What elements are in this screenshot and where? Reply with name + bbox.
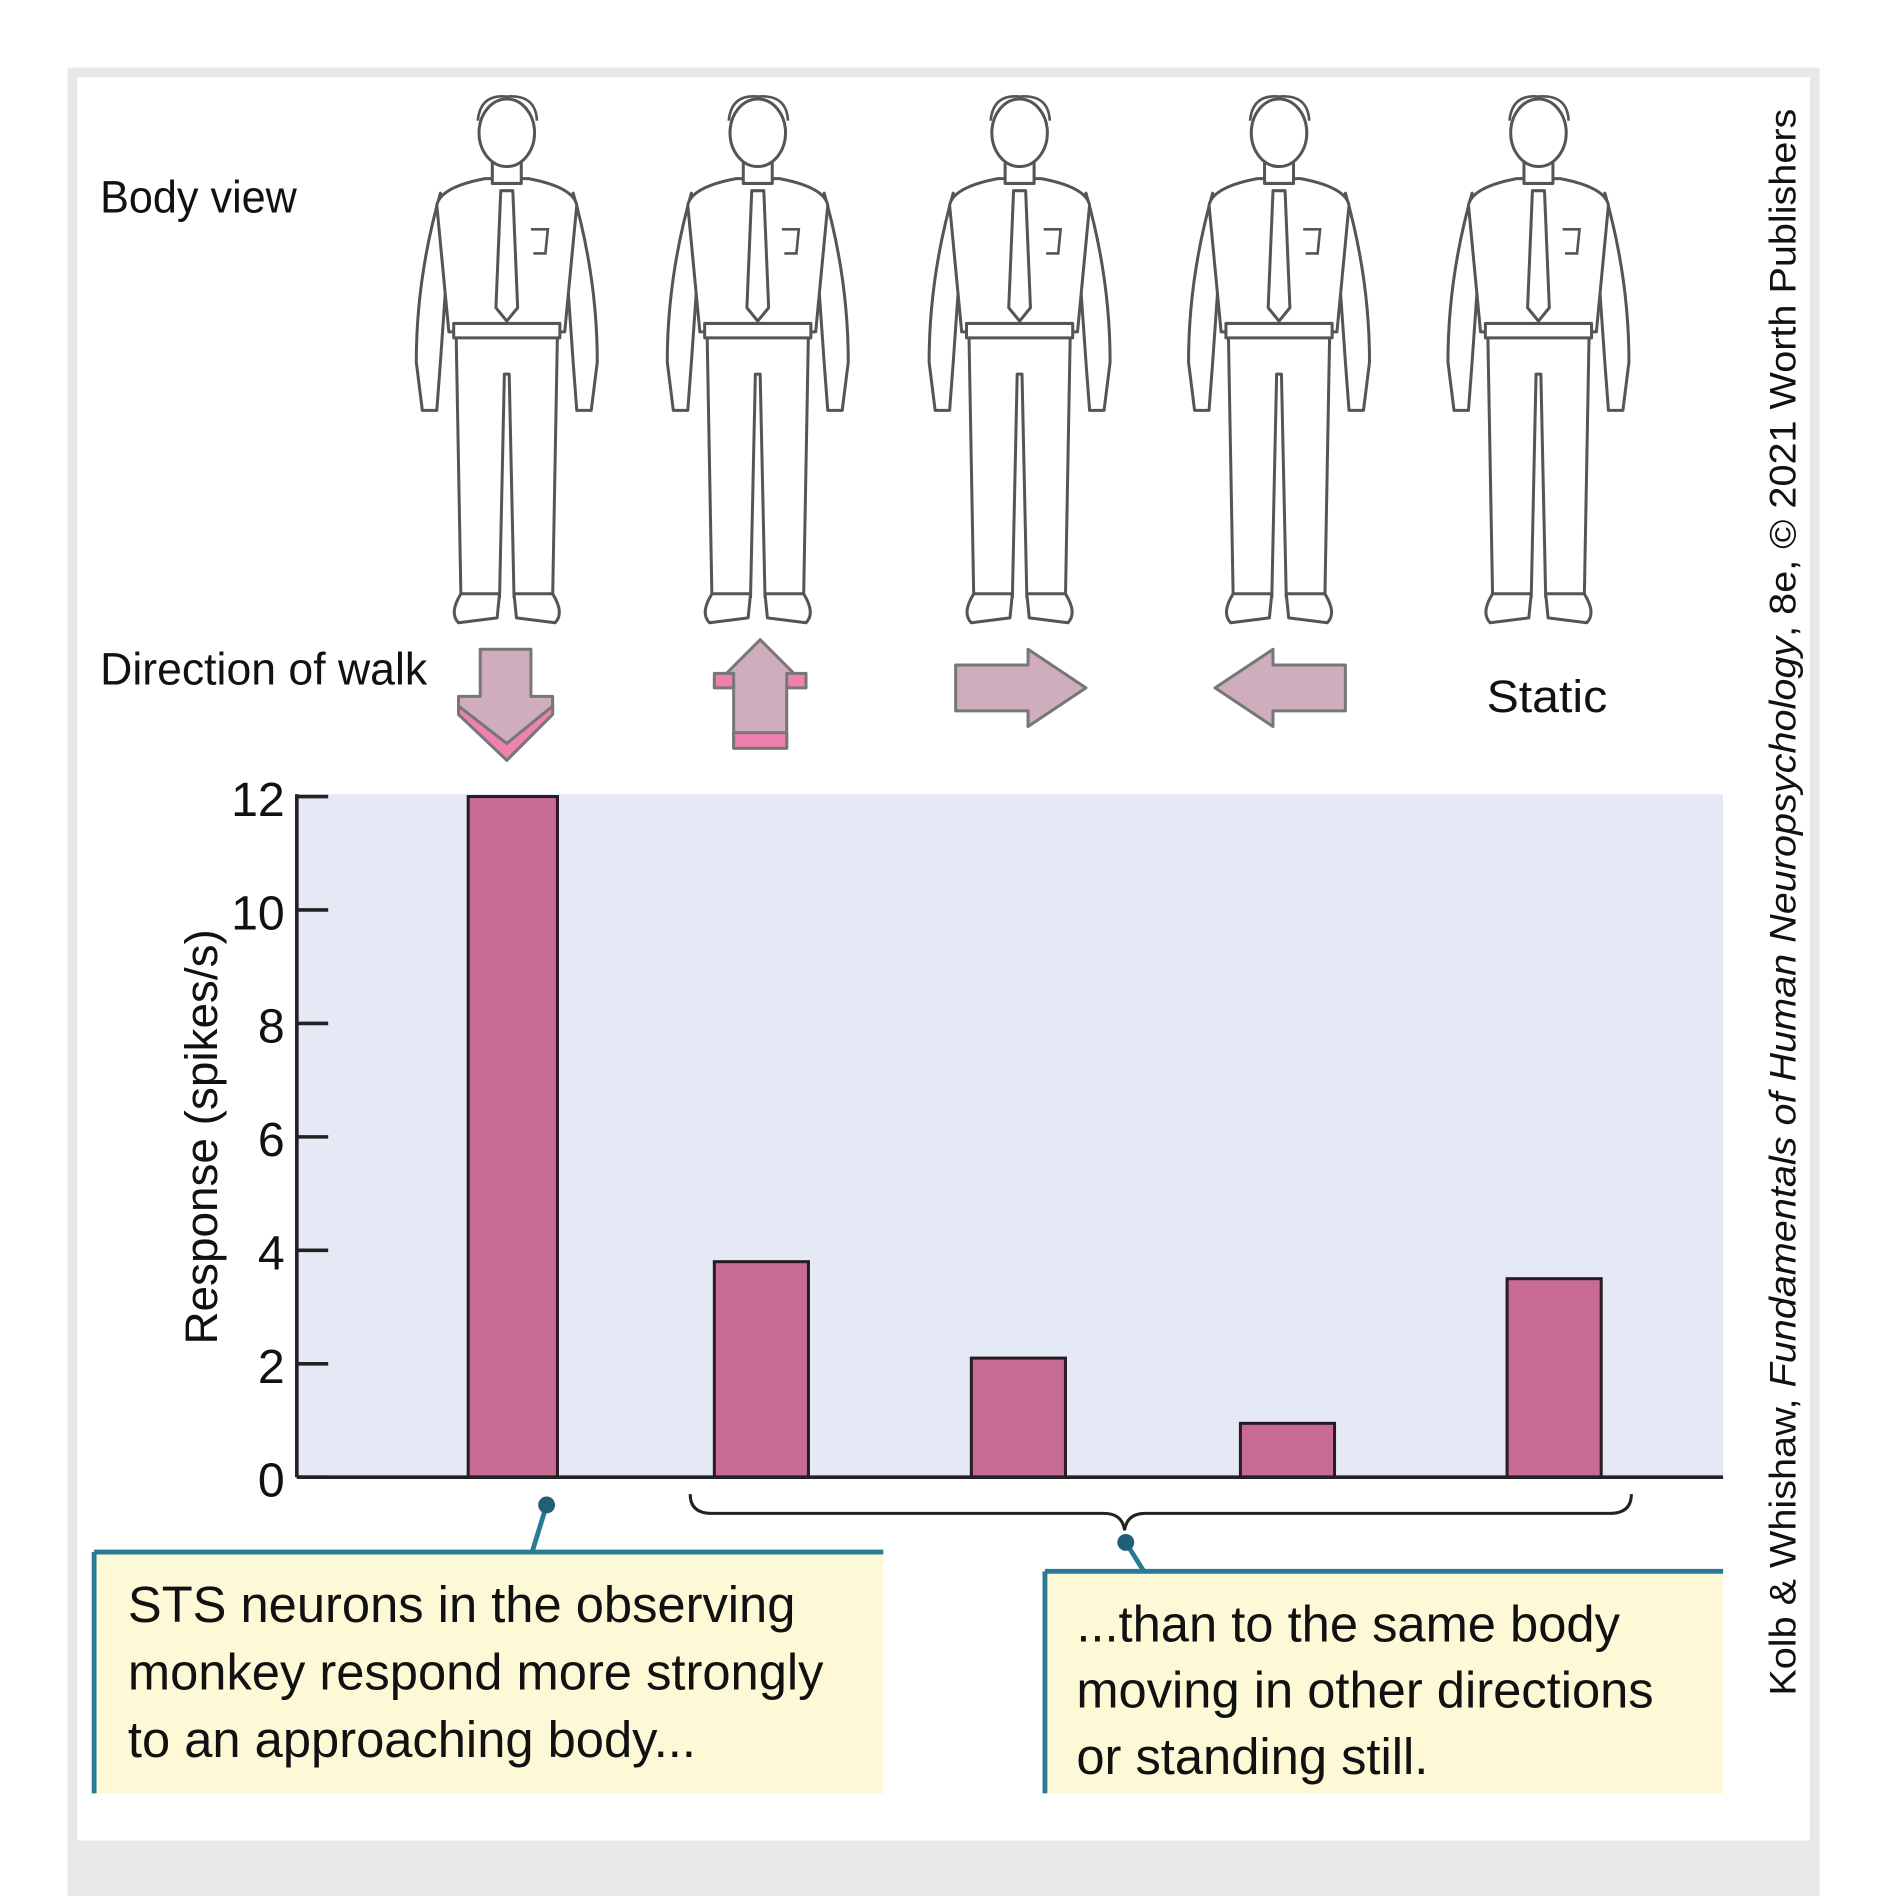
bracket (688, 1494, 1633, 1531)
y-axis-label: Response (spikes/s) (175, 929, 227, 1344)
y-tick-label: 6 (258, 1113, 285, 1167)
bar-right (969, 1356, 1067, 1479)
bar-down (466, 795, 559, 1479)
y-tick-label: 0 (258, 1454, 285, 1508)
arrow-up-accent (732, 731, 789, 750)
y-tick-label: 4 (258, 1227, 285, 1281)
callout-right-box (1044, 1571, 1724, 1794)
callout-left-line-1: STS neurons in the observing (128, 1576, 796, 1633)
callout-right-line-3: or standing still. (1076, 1728, 1428, 1785)
callout-left-line-2: monkey respond more strongly (128, 1644, 824, 1701)
callout-left-line-3: to an approaching body... (128, 1711, 696, 1768)
y-tick-label: 12 (231, 773, 285, 827)
body-figure (927, 95, 1112, 625)
body-figure (665, 95, 850, 625)
y-tick-label: 8 (258, 1000, 285, 1054)
arrow-up-accent (712, 671, 736, 690)
arrow-down-accent (457, 704, 555, 762)
callout-dot-left (538, 1496, 556, 1514)
y-tick-label: 10 (231, 886, 285, 940)
callout-right-line-1: ...than to the same body (1076, 1595, 1620, 1652)
direction-of-walk-label: Direction of walk (100, 642, 427, 694)
bar-left (1238, 1421, 1337, 1479)
body-figure (414, 95, 599, 625)
bar-static (1505, 1277, 1603, 1479)
callout-left-box (94, 1552, 884, 1794)
body-figure (1187, 95, 1372, 625)
static-label: Static (1487, 670, 1608, 722)
arrow-right-icon (954, 647, 1088, 729)
body-view-label: Body view (100, 170, 298, 222)
callout-right-line-2: moving in other directions (1076, 1662, 1653, 1719)
body-figure (1446, 95, 1631, 625)
callout-dot-right (1117, 1533, 1135, 1551)
arrow-up-accent (785, 671, 808, 690)
y-tick-label: 2 (258, 1340, 285, 1394)
arrow-left-icon (1213, 647, 1347, 729)
bar-up (712, 1260, 810, 1479)
copyright-credit: Kolb & Whishaw, Fundamentals of Human Ne… (1761, 109, 1803, 1696)
